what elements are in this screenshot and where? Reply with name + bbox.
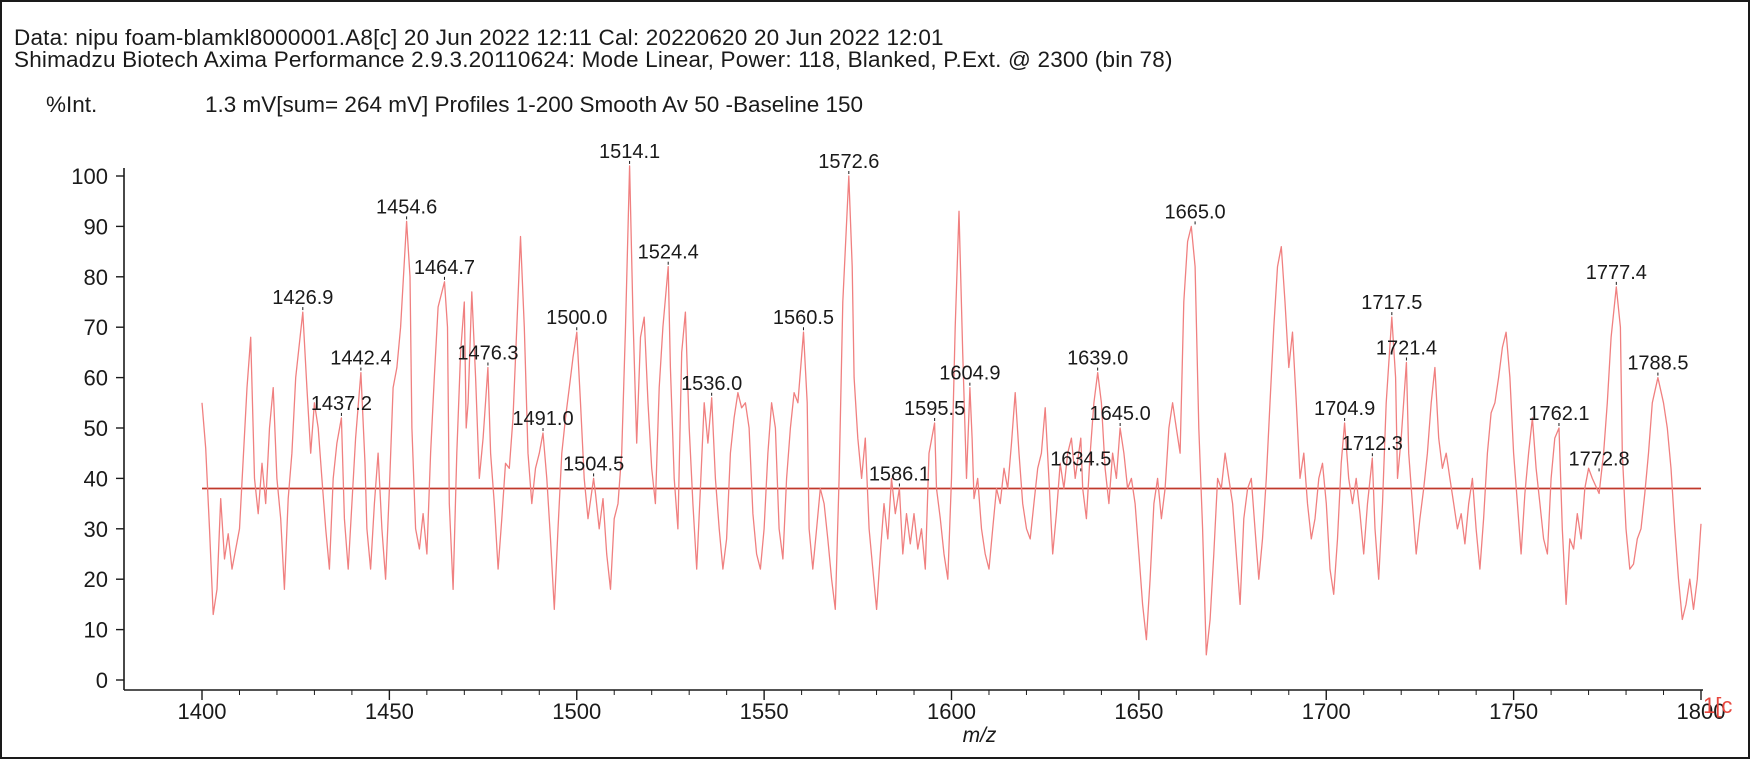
y-tick-label: 100 [71,164,108,189]
x-tick-label: 1800 [1677,699,1726,724]
peak-label: 1514.1 [599,141,660,163]
peak-label: 1426.9 [272,287,333,309]
x-tick-label: 1600 [927,699,976,724]
spectrum-edge-label: 1[c [1703,693,1732,718]
peak-label: 1595.5 [904,398,965,420]
peak-label: 1762.1 [1528,403,1589,425]
peak-label: 1704.9 [1314,398,1375,420]
x-tick-label: 1750 [1489,699,1538,724]
y-tick-label: 0 [96,668,108,693]
peak-label: 1491.0 [512,408,573,430]
peak-label: 1572.6 [818,151,879,173]
peak-label: 1634.5 [1050,448,1111,470]
y-tick-label: 50 [84,416,108,441]
y-tick-label: 20 [84,567,108,592]
peak-label: 1586.1 [869,463,930,485]
peak-label: 1442.4 [330,348,391,370]
acquisition-info: 1.3 mV[sum= 264 mV] Profiles 1-200 Smoot… [205,92,864,117]
data-file-header: Data: nipu foam-blamkl8000001.A8[c] 20 J… [14,25,944,50]
chart-ticks: 0 10 20 30 40 50 60 70 80 90 100 1400 1450 1500 1550 16… [71,164,1732,747]
x-axis-label: m/z [963,724,997,747]
peak-label: 1639.0 [1067,348,1128,370]
x-tick-label: 1400 [178,699,227,724]
x-tick-label: 1500 [552,699,601,724]
peak-label: 1788.5 [1627,353,1688,375]
y-tick-label: 80 [84,265,108,290]
peak-label: 1504.5 [563,453,624,475]
peak-label: 1476.3 [457,343,518,365]
spectrum-trace [201,165,1702,656]
chart-axes [123,168,1703,691]
y-tick-label: 60 [84,366,108,391]
peak-label: 1500.0 [546,307,607,329]
peak-label: 1560.5 [773,307,834,329]
y-tick-label: 70 [84,315,108,340]
spectrum-line [201,165,1702,656]
peak-label: 1524.4 [638,242,699,264]
peak-label: 1645.0 [1090,403,1151,425]
x-tick-label: 1700 [1302,699,1351,724]
peak-label: 1777.4 [1586,262,1647,284]
x-tick-label: 1650 [1114,699,1163,724]
peak-label: 1464.7 [414,257,475,279]
y-tick-label: 30 [84,517,108,542]
x-tick-label: 1550 [740,699,789,724]
peak-label: 1437.2 [311,393,372,415]
peak-label: 1454.6 [376,196,437,218]
peak-label: 1717.5 [1361,292,1422,314]
x-tick-label: 1450 [365,699,414,724]
y-tick-label: 40 [84,466,108,491]
peak-label: 1721.4 [1376,337,1437,359]
instrument-header: Shimadzu Biotech Axima Performance 2.9.3… [14,47,1173,72]
peak-label: 1712.3 [1342,433,1403,455]
peak-labels: 1426.9 1437.2 1442.4 1454.6 1464.7 1476.3 1491… [272,141,1688,487]
y-axis-label: %Int. [46,92,98,117]
peak-label: 1536.0 [681,373,742,395]
y-tick-label: 10 [84,618,108,643]
peak-label: 1604.9 [939,363,1000,385]
y-tick-label: 90 [84,214,108,239]
peak-label: 1772.8 [1568,448,1629,470]
peak-label: 1665.0 [1165,201,1226,223]
